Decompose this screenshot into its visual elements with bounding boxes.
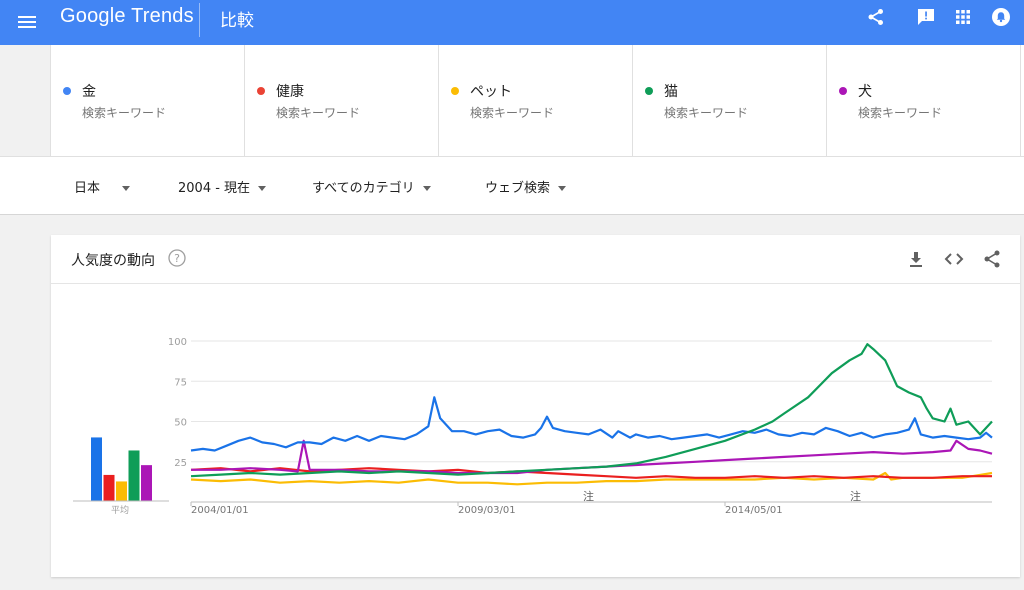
average-bars: 平均 xyxy=(73,437,169,516)
chart-note-label: 注 xyxy=(850,489,861,503)
x-tick-label: 2014/05/01 xyxy=(725,505,783,516)
term-name: ペット xyxy=(470,84,512,100)
notifications-icon[interactable] xyxy=(991,7,1011,27)
x-axis-labels: 2004/01/01 2009/03/01 2014/05/01 xyxy=(191,505,783,516)
page-title: 比較 xyxy=(220,11,254,31)
term-name: 健康 xyxy=(276,84,304,100)
term-card-dog[interactable]: 犬 検索キーワード xyxy=(826,45,1021,156)
series-line xyxy=(190,471,993,486)
average-bar xyxy=(141,465,152,501)
y-axis-labels: 100 75 50 25 xyxy=(168,337,187,469)
interest-chart[interactable]: 100 75 50 25 2004/01/01 2009/03/01 2014/05/01… xyxy=(51,235,1020,577)
chart-series xyxy=(190,343,993,486)
term-name: 猫 xyxy=(664,84,678,100)
series-line xyxy=(190,396,993,452)
search-type-filter-label: ウェブ検索 xyxy=(485,181,551,196)
chevron-down-icon xyxy=(558,186,567,191)
x-tick-label: 2009/03/01 xyxy=(458,505,516,516)
comparison-terms: 金 検索キーワード 健康 検索キーワード ペット 検索キーワード 猫 検索キーワ… xyxy=(50,45,1024,156)
term-color-dot xyxy=(839,87,847,95)
region-filter-label: 日本 xyxy=(74,181,101,196)
share-icon[interactable] xyxy=(982,249,1002,269)
term-color-dot xyxy=(63,87,71,95)
embed-icon[interactable] xyxy=(944,249,964,269)
svg-text:?: ? xyxy=(174,252,180,265)
period-filter-label: 2004 - 現在 xyxy=(178,181,251,196)
average-bar xyxy=(128,450,140,501)
y-tick-label: 100 xyxy=(168,337,187,348)
x-tick-label: 2004/01/01 xyxy=(191,505,249,516)
term-color-dot xyxy=(645,87,653,95)
apps-icon[interactable] xyxy=(953,7,973,27)
search-type-filter[interactable]: ウェブ検索 xyxy=(485,177,567,196)
category-filter[interactable]: すべてのカテゴリ xyxy=(312,177,431,196)
chevron-down-icon xyxy=(422,186,431,191)
chevron-down-icon xyxy=(122,186,131,191)
top-app-bar: Google Trends 比較 xyxy=(0,0,1024,45)
header-divider xyxy=(199,3,200,37)
term-card-health[interactable]: 健康 検索キーワード xyxy=(244,45,438,156)
download-icon[interactable] xyxy=(906,249,926,269)
average-bar xyxy=(116,481,127,501)
menu-icon[interactable] xyxy=(16,11,38,33)
average-bar xyxy=(91,437,102,501)
average-bar xyxy=(103,474,115,501)
feedback-icon[interactable] xyxy=(916,7,936,27)
series-line xyxy=(190,343,993,478)
chart-grid xyxy=(190,340,992,506)
filter-bar: 日本 2004 - 現在 すべてのカテゴリ ウェブ検索 xyxy=(0,156,1024,215)
term-type: 検索キーワード xyxy=(664,106,749,120)
y-tick-label: 25 xyxy=(174,458,187,469)
term-card-cat[interactable]: 猫 検索キーワード xyxy=(632,45,826,156)
share-icon[interactable] xyxy=(866,7,886,27)
chart-note-label: 注 xyxy=(583,489,594,503)
term-type: 検索キーワード xyxy=(276,106,361,120)
term-type: 検索キーワード xyxy=(858,106,943,120)
interest-over-time-card: 人気度の動向 ? 100 75 50 25 2004/01/01 2009/03/01 2… xyxy=(51,235,1020,577)
y-tick-label: 75 xyxy=(174,377,187,388)
term-card-gold[interactable]: 金 検索キーワード xyxy=(50,45,244,156)
term-color-dot xyxy=(451,87,459,95)
term-type: 検索キーワード xyxy=(470,106,555,120)
chevron-down-icon xyxy=(258,186,267,191)
term-color-dot xyxy=(257,87,265,95)
average-label: 平均 xyxy=(111,504,129,516)
google-trends-logo[interactable]: Google Trends xyxy=(60,5,194,27)
category-filter-label: すべてのカテゴリ xyxy=(312,181,415,196)
card-title: 人気度の動向 xyxy=(71,253,155,269)
term-name: 金 xyxy=(82,84,96,100)
term-name: 犬 xyxy=(858,84,872,100)
region-filter[interactable]: 日本 xyxy=(74,177,131,196)
term-type: 検索キーワード xyxy=(82,106,167,120)
term-card-pet[interactable]: ペット 検索キーワード xyxy=(438,45,632,156)
card-header: 人気度の動向 ? xyxy=(51,235,1020,284)
y-tick-label: 50 xyxy=(174,418,187,429)
period-filter[interactable]: 2004 - 現在 xyxy=(178,177,267,196)
help-icon[interactable]: ? xyxy=(168,249,186,267)
chart-annotations: 注注 xyxy=(583,489,861,503)
